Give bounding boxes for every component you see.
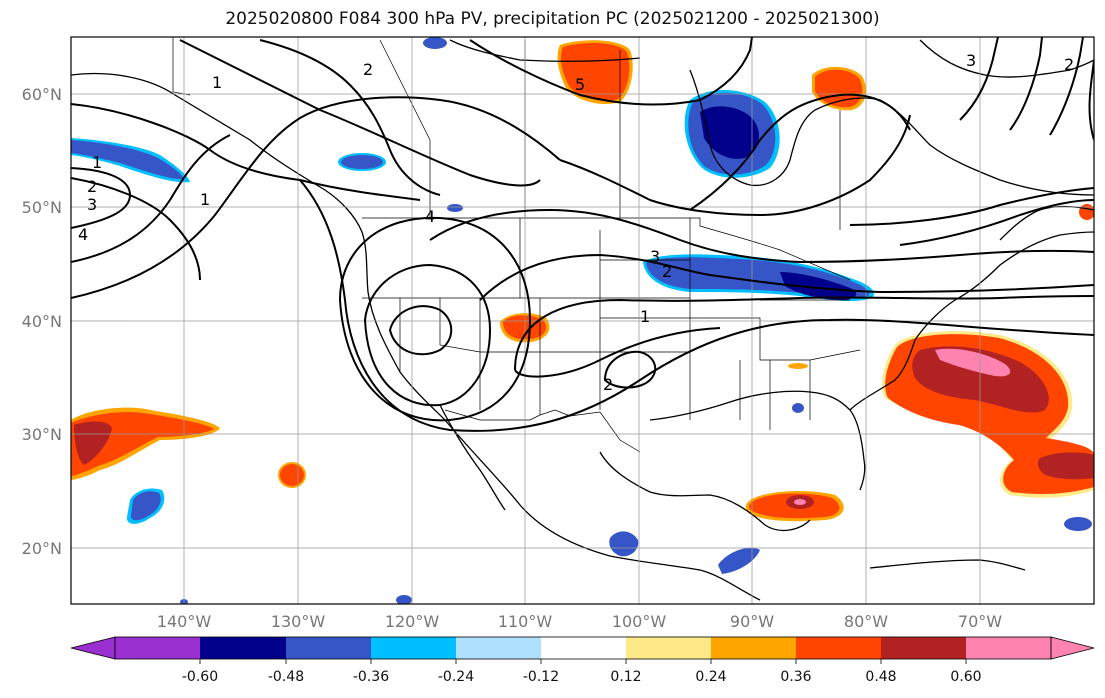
colorbar-segment [456,637,541,659]
lon-label: 100°W [612,612,667,631]
coastlines [71,39,1094,601]
lat-label: 60°N [22,85,62,104]
colorbar-label: -0.48 [268,669,304,685]
contour-label: 2 [603,375,613,394]
colorbar-label: -0.36 [353,669,389,685]
contour-labels: 1 2 3 4 1 1 2 4 5 3 2 1 2 2 3 [78,51,1074,394]
contour-label: 1 [212,73,222,92]
contour-label: 1 [640,307,650,326]
colorbar-label: 0.36 [780,669,811,685]
colorbar-segment [796,637,881,659]
colorbar-label: -0.60 [182,669,218,685]
lat-label: 50°N [22,198,62,217]
colorbar-label: -0.12 [523,669,559,685]
colorbar-segment [371,637,456,659]
colorbar-label: 0.24 [695,669,726,685]
latitude-labels: 60°N 50°N 40°N 30°N 20°N [22,85,62,558]
lon-label: 70°W [958,612,1002,631]
contour-label: 3 [87,195,97,214]
contour-label: 3 [650,247,660,266]
contour-label: 3 [966,51,976,70]
lon-label: 80°W [844,612,888,631]
contour-label: 4 [78,225,88,244]
colorbar-segment [881,637,966,659]
colorbar-segment [626,637,711,659]
colorbar-segment [711,637,796,659]
colorbar-segment [541,637,626,659]
colorbar-label: -0.24 [438,669,474,685]
lat-label: 30°N [22,425,62,444]
graticule [71,37,1094,604]
lon-label: 130°W [271,612,326,631]
longitude-labels: 140°W 130°W 120°W 110°W 100°W 90°W 80°W … [157,612,1002,631]
colorbar-label: 0.12 [610,669,641,685]
contour-label: 2 [1064,55,1074,74]
colorbar-segment [286,637,371,659]
lon-label: 140°W [157,612,212,631]
colorbar-segment [966,637,1051,659]
colorbar-segment [115,637,200,659]
contour-label: 1 [200,190,210,209]
map-title: 2025020800 F084 300 hPa PV, precipitatio… [225,9,880,29]
lon-label: 90°W [730,612,774,631]
colorbar-label: 0.48 [865,669,896,685]
lat-label: 40°N [22,312,62,331]
lon-label: 110°W [498,612,553,631]
colorbar: -0.60 -0.48 -0.36 -0.24 -0.12 0.12 0.24 … [70,636,1095,685]
colorbar-extend-low [70,636,116,660]
colorbar-extend-high [1050,636,1095,660]
colorbar-segment [200,637,286,659]
contour-label: 2 [363,60,373,79]
contour-label: 2 [662,262,672,281]
lon-label: 120°W [385,612,440,631]
contour-label: 4 [425,207,435,226]
colorbar-label: 0.60 [950,669,981,685]
contour-label: 5 [575,75,585,94]
political-borders [172,37,861,453]
contour-label: 1 [92,153,102,172]
contour-label: 2 [87,177,97,196]
map-frame [70,36,1095,605]
pv-contours [71,37,1094,432]
lat-label: 20°N [22,539,62,558]
